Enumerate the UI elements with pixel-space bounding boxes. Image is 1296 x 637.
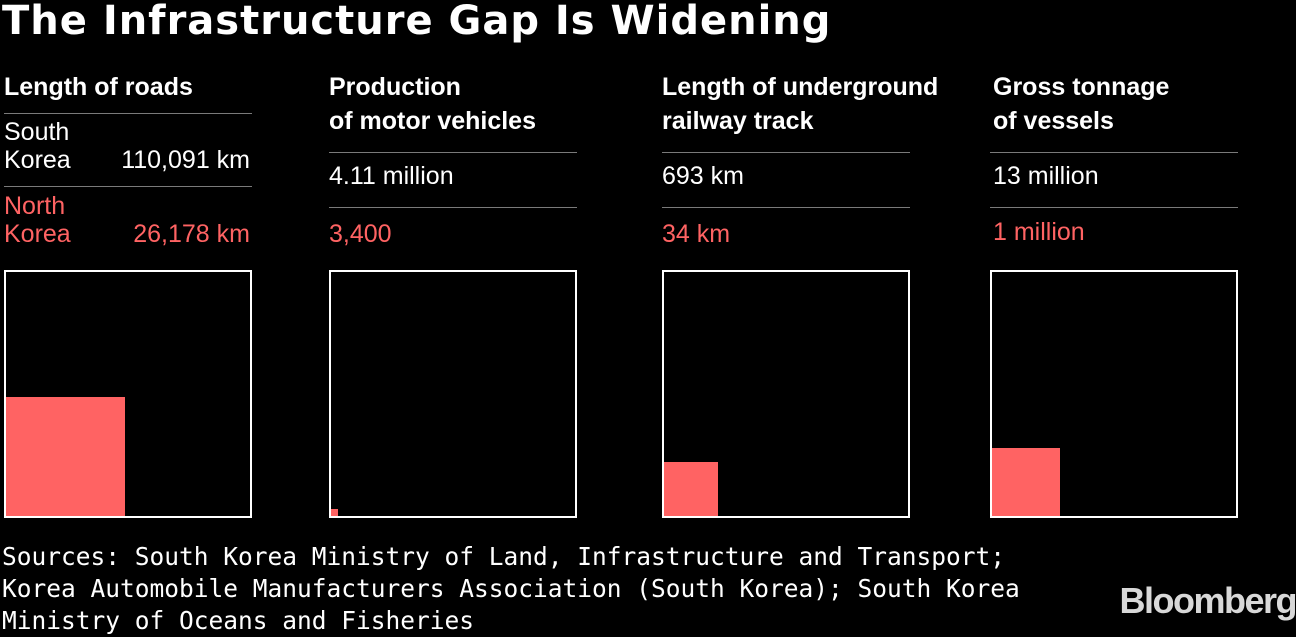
- panel-title-line1: Production: [329, 73, 461, 101]
- north-korea-value: 34 km: [662, 220, 731, 248]
- north-korea-area-fill: [992, 448, 1060, 516]
- north-korea-value: 1 million: [993, 218, 1085, 246]
- divider: [990, 152, 1238, 153]
- north-korea-label: North Korea: [4, 192, 71, 248]
- north-korea-value: 26,178 km: [133, 220, 250, 248]
- south-korea-area-box: [990, 270, 1238, 518]
- south-korea-label-line1: South: [4, 118, 70, 146]
- panel-title-line2: of motor vehicles: [329, 107, 536, 135]
- panel-vessels: Gross tonnage of vessels 13 million 1 mi…: [990, 70, 1238, 520]
- south-korea-value: 110,091 km: [121, 146, 250, 174]
- divider: [990, 207, 1238, 208]
- sources-note: Sources: South Korea Ministry of Land, I…: [2, 542, 1020, 635]
- north-korea-label-line1: North: [4, 192, 66, 220]
- divider: [662, 152, 910, 153]
- south-korea-label-line2: Korea: [4, 146, 71, 174]
- north-korea-label-line2: Korea: [4, 220, 71, 248]
- panel-title-line1: Gross tonnage: [993, 73, 1170, 101]
- divider: [662, 207, 910, 208]
- south-korea-value: 693 km: [662, 162, 744, 190]
- panel-title: Length of underground railway track: [662, 70, 938, 138]
- north-korea-area-fill: [6, 397, 125, 516]
- north-korea-area-fill: [331, 508, 339, 516]
- south-korea-label: South Korea: [4, 118, 71, 174]
- divider: [329, 207, 577, 208]
- divider: [329, 152, 577, 153]
- chart-title: The Infrastructure Gap Is Widening: [2, 0, 832, 44]
- north-korea-area-fill: [664, 461, 719, 516]
- panel-title-line1: Length of underground: [662, 73, 939, 101]
- south-korea-area-box: [329, 270, 577, 518]
- divider: [4, 186, 252, 187]
- panel-title: Length of roads: [4, 73, 193, 101]
- north-korea-value: 3,400: [329, 220, 392, 248]
- divider: [4, 113, 252, 114]
- panel-title-line2: railway track: [662, 107, 814, 135]
- panel-title: Production of motor vehicles: [329, 70, 536, 138]
- south-korea-value: 4.11 million: [329, 162, 454, 190]
- bloomberg-logo: Bloomberg: [1119, 580, 1296, 621]
- south-korea-area-box: [4, 270, 252, 518]
- panel-title-line2: of vessels: [993, 107, 1114, 135]
- panel-roads: Length of roads South Korea 110,091 km N…: [4, 70, 252, 520]
- panel-underground-railway: Length of underground railway track 693 …: [662, 70, 938, 520]
- panel-title: Gross tonnage of vessels: [993, 70, 1169, 138]
- south-korea-value: 13 million: [993, 162, 1099, 190]
- panel-motor-vehicles: Production of motor vehicles 4.11 millio…: [329, 70, 577, 520]
- south-korea-area-box: [662, 270, 910, 518]
